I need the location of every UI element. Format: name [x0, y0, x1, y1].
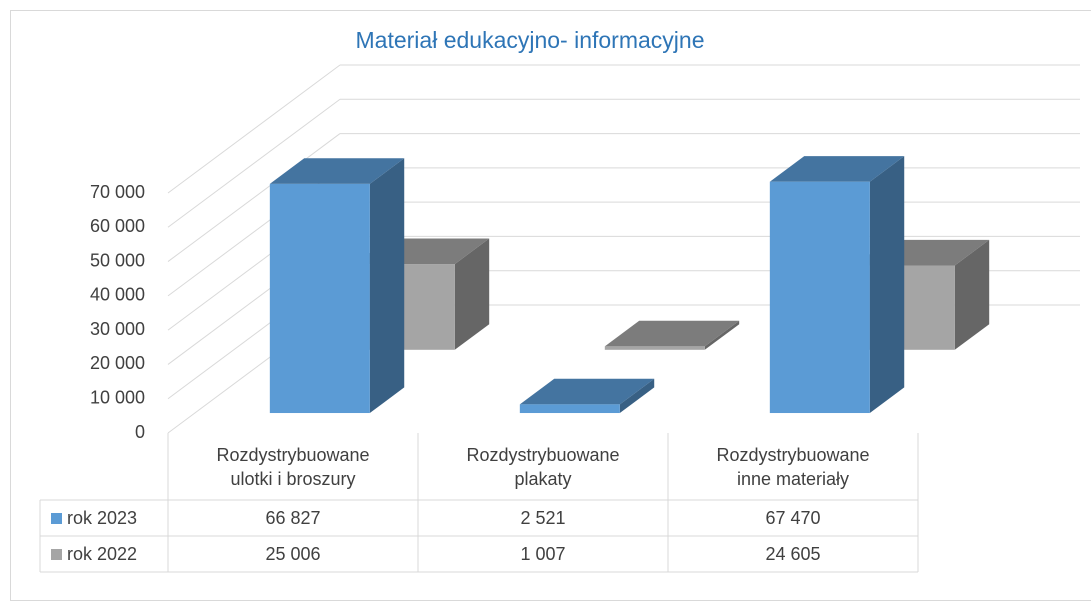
- bar: [769, 181, 870, 414]
- legend-label: rok 2022: [67, 544, 138, 564]
- bar: [269, 183, 370, 414]
- y-tick-label: 40 000: [90, 285, 145, 305]
- data-label: 2 521: [520, 508, 566, 528]
- chart-title: Materiał edukacyjno- informacyjne: [356, 27, 705, 53]
- y-tick-label: 30 000: [90, 319, 145, 339]
- bar: [604, 346, 705, 350]
- legend-swatch: [51, 512, 62, 524]
- legend-item: rok 2023: [40, 500, 168, 536]
- y-tick-label: 20 000: [90, 353, 145, 373]
- grid-line: [167, 133, 341, 262]
- y-tick-label: 10 000: [90, 387, 145, 407]
- x-tick-label: Rozdystrybuowane inne materiały: [716, 444, 870, 489]
- x-tick-label: Rozdystrybuowane plakaty: [466, 444, 620, 489]
- data-label: 66 827: [265, 508, 321, 528]
- y-tick-label: 0: [135, 422, 145, 442]
- x-tick-label: Rozdystrybuowane ulotki i broszury: [216, 444, 370, 489]
- bar-side: [454, 238, 490, 350]
- bar-top: [269, 158, 405, 184]
- chart-border: [10, 10, 1091, 601]
- bar-top: [769, 156, 905, 182]
- bar-side: [369, 158, 405, 414]
- data-label: 67 470: [765, 508, 821, 528]
- bar-side: [869, 156, 905, 414]
- legend-item: rok 2022: [40, 536, 168, 572]
- y-tick-label: 50 000: [90, 250, 145, 270]
- bar: [519, 404, 620, 414]
- bar-top: [519, 378, 655, 405]
- bar-top: [604, 320, 740, 347]
- data-label: 1 007: [520, 544, 566, 564]
- data-label: 25 006: [265, 544, 321, 564]
- bar-side: [954, 239, 990, 350]
- y-tick-label: 70 000: [90, 182, 145, 202]
- y-tick-label: 60 000: [90, 216, 145, 236]
- data-label: 24 605: [765, 544, 821, 564]
- grid-line: [167, 64, 341, 194]
- bar-side: [619, 378, 655, 414]
- grid-line: [167, 98, 341, 228]
- legend-label: rok 2023: [67, 508, 138, 528]
- bar-side: [704, 320, 740, 350]
- legend-swatch: [51, 548, 62, 560]
